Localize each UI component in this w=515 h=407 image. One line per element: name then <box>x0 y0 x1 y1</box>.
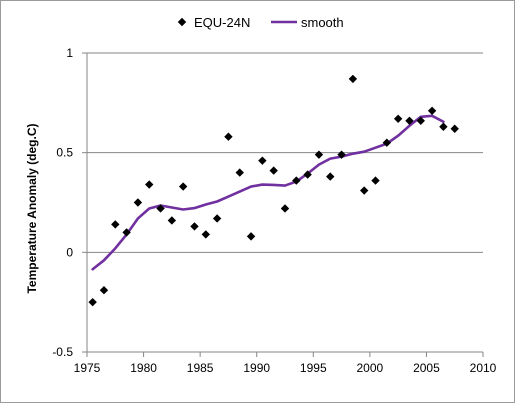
y-tick-label: 1 <box>66 46 73 60</box>
data-point-marker <box>133 198 143 207</box>
x-tick-label: 2005 <box>413 361 440 375</box>
data-point-marker <box>314 150 324 159</box>
legend-diamond-marker <box>177 17 187 27</box>
data-point-marker <box>382 138 392 147</box>
x-tick-label: 1985 <box>187 361 214 375</box>
data-point-marker <box>145 180 154 189</box>
data-point-marker <box>348 74 358 84</box>
data-point-marker <box>405 116 414 125</box>
data-point-marker <box>212 214 222 223</box>
data-point-marker <box>326 172 335 181</box>
data-point-marker <box>201 230 210 239</box>
x-tick-label: 1980 <box>130 361 157 375</box>
data-point-marker <box>269 166 278 175</box>
smooth-line <box>91 114 445 271</box>
x-tick-label: 2010 <box>470 361 497 375</box>
y-tick-label: 0 <box>66 245 73 259</box>
legend-item-smooth: smooth <box>271 15 344 30</box>
data-point-marker <box>393 114 403 123</box>
y-tick-label: -0.5 <box>52 345 73 359</box>
data-point-marker <box>371 176 380 185</box>
plot-area: -0.5 0 0.5 1 1975 1980 1985 1990 1995 2000 2005 201… <box>52 46 496 375</box>
legend-label-markers: EQU-24N <box>194 15 250 30</box>
data-point-marker <box>427 106 437 116</box>
legend: EQU-24N smooth <box>177 15 344 30</box>
data-point-marker <box>246 232 256 241</box>
data-point-marker <box>224 132 233 141</box>
x-tick-label: 1990 <box>243 361 270 375</box>
data-point-marker <box>235 168 244 177</box>
x-tick-label: 2000 <box>357 361 384 375</box>
x-tick-label: 1995 <box>300 361 327 375</box>
data-point-marker <box>439 122 448 131</box>
data-point-marker <box>450 124 459 133</box>
y-axis-title: Temperature Anomaly (deg.C) <box>25 123 39 293</box>
data-point-marker <box>178 182 188 191</box>
legend-item-markers: EQU-24N <box>177 15 250 30</box>
data-point-marker <box>416 116 425 125</box>
data-point-marker <box>292 176 301 185</box>
data-point-marker <box>99 286 109 295</box>
data-point-marker <box>360 186 369 195</box>
data-point-marker <box>280 204 290 213</box>
data-point-marker <box>303 170 312 179</box>
data-point-marker <box>190 222 199 231</box>
data-point-marker <box>156 204 165 213</box>
data-point-marker <box>167 216 177 225</box>
data-point-marker <box>258 156 267 165</box>
legend-label-smooth: smooth <box>301 15 344 30</box>
x-tick-label: 1975 <box>74 361 101 375</box>
data-point-marker <box>337 150 346 159</box>
y-tick-label: 0.5 <box>56 146 73 160</box>
data-point-marker <box>88 297 97 307</box>
data-point-marker <box>111 220 120 229</box>
data-point-marker <box>122 228 131 237</box>
